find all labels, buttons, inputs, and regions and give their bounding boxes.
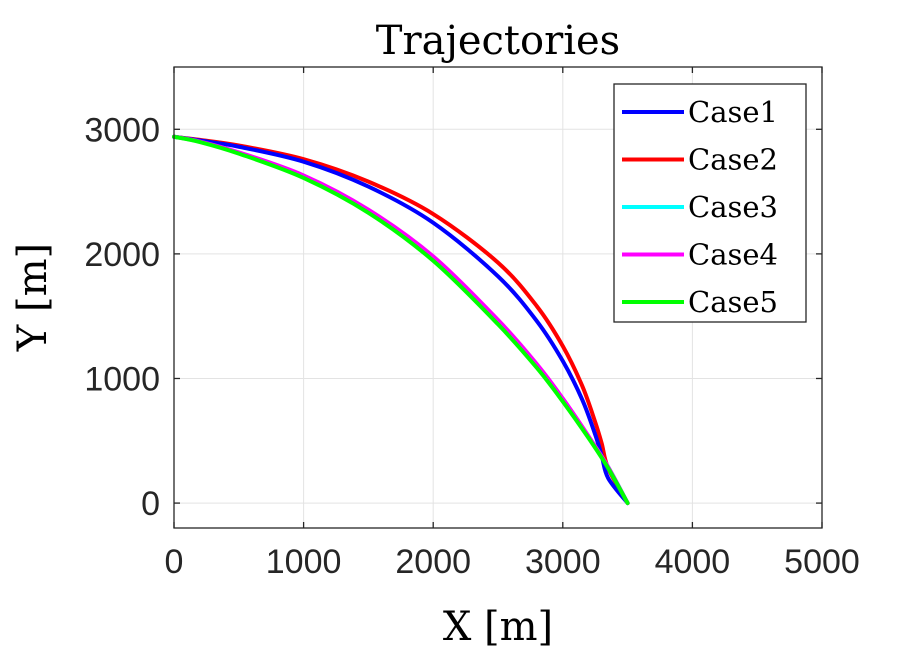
y-tick-label: 3000 [84, 111, 160, 149]
x-tick-label: 2000 [395, 543, 471, 581]
x-tick-label: 3000 [525, 543, 601, 581]
legend-entries: Case1 Case2 Case3 Case4 Case5 [622, 95, 778, 319]
y-tick-label: 0 [141, 485, 160, 523]
legend-label-case3: Case3 [688, 190, 778, 224]
series-lines [172, 134, 630, 506]
ticks: 0 1000 2000 3000 4000 5000 0 1000 2000 3000 [84, 67, 860, 581]
x-axis-label: X [m] [443, 604, 553, 650]
y-tick-label: 1000 [84, 360, 160, 398]
legend-label-case4: Case4 [688, 238, 778, 272]
y-tick-label: 2000 [84, 236, 160, 274]
series-line-case5 [172, 134, 630, 506]
legend-label-case2: Case2 [688, 143, 778, 177]
x-tick-label: 4000 [655, 543, 731, 581]
axes-box [173, 66, 823, 529]
legend-box [613, 83, 807, 323]
x-tick-label: 5000 [784, 543, 860, 581]
y-axis-label: Y [m] [10, 243, 56, 352]
legend-label-case1: Case1 [688, 95, 778, 129]
legend: Case1 Case2 Case3 Case4 Case5 [613, 83, 807, 323]
x-tick-label: 0 [165, 543, 184, 581]
legend-label-case5: Case5 [688, 285, 778, 319]
x-tick-label: 1000 [266, 543, 342, 581]
chart-title: Trajectories [376, 18, 620, 64]
